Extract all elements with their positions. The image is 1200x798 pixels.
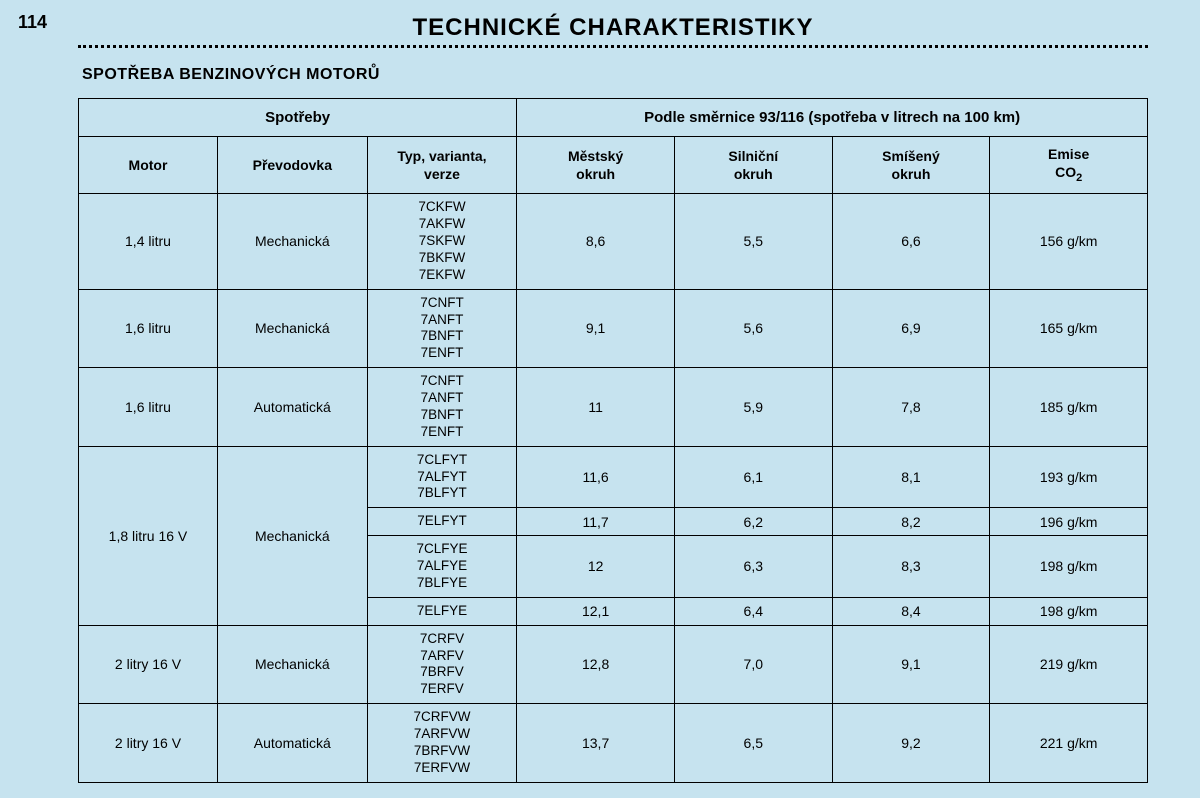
- cell-motor: 1,8 litru 16 V: [79, 446, 218, 625]
- spec-table: Spotřeby Podle směrnice 93/116 (spotřeba…: [78, 98, 1148, 783]
- table-row: 1,4 litruMechanická7CKFW7AKFW7SKFW7BKFW7…: [79, 194, 1148, 289]
- cell-motor: 2 litry 16 V: [79, 625, 218, 704]
- cell-codes: 7CRFV7ARFV7BRFV7ERFV: [367, 625, 517, 704]
- cell-codes: 7CLFYT7ALFYT7BLFYT: [367, 446, 517, 508]
- cell-city: 13,7: [517, 704, 675, 783]
- page-number: 114: [18, 12, 47, 33]
- cell-codes: 7CNFT7ANFT7BNFT7ENFT: [367, 368, 517, 447]
- table-group-header-row: Spotřeby Podle směrnice 93/116 (spotřeba…: [79, 99, 1148, 137]
- cell-mixed: 9,1: [832, 625, 990, 704]
- col-co2: Emise CO2: [990, 137, 1148, 194]
- group-header-right: Podle směrnice 93/116 (spotřeba v litrec…: [517, 99, 1148, 137]
- cell-gearbox: Automatická: [217, 368, 367, 447]
- cell-mixed: 8,3: [832, 536, 990, 598]
- cell-gearbox: Mechanická: [217, 446, 367, 625]
- cell-gearbox: Mechanická: [217, 194, 367, 289]
- cell-road: 6,4: [674, 597, 832, 625]
- col-type: Typ, varianta,verze: [367, 137, 517, 194]
- cell-mixed: 6,6: [832, 194, 990, 289]
- cell-co2: 185 g/km: [990, 368, 1148, 447]
- cell-city: 11: [517, 368, 675, 447]
- cell-mixed: 7,8: [832, 368, 990, 447]
- co2-line2a: CO: [1055, 164, 1076, 180]
- cell-city: 12,1: [517, 597, 675, 625]
- table-row: 1,8 litru 16 VMechanická7CLFYT7ALFYT7BLF…: [79, 446, 1148, 508]
- cell-codes: 7CLFYE7ALFYE7BLFYE: [367, 536, 517, 598]
- cell-gearbox: Mechanická: [217, 625, 367, 704]
- cell-road: 5,5: [674, 194, 832, 289]
- co2-line2b: 2: [1076, 172, 1082, 184]
- page-title: TECHNICKÉ CHARAKTERISTIKY: [78, 14, 1148, 42]
- cell-gearbox: Mechanická: [217, 289, 367, 368]
- cell-motor: 1,6 litru: [79, 368, 218, 447]
- cell-city: 12,8: [517, 625, 675, 704]
- cell-co2: 198 g/km: [990, 597, 1148, 625]
- cell-co2: 193 g/km: [990, 446, 1148, 508]
- cell-mixed: 8,2: [832, 508, 990, 536]
- cell-road: 5,6: [674, 289, 832, 368]
- cell-road: 6,5: [674, 704, 832, 783]
- cell-city: 9,1: [517, 289, 675, 368]
- cell-co2: 219 g/km: [990, 625, 1148, 704]
- cell-co2: 165 g/km: [990, 289, 1148, 368]
- divider: [78, 45, 1148, 48]
- col-motor: Motor: [79, 137, 218, 194]
- cell-mixed: 6,9: [832, 289, 990, 368]
- cell-city: 11,6: [517, 446, 675, 508]
- cell-city: 8,6: [517, 194, 675, 289]
- cell-mixed: 8,1: [832, 446, 990, 508]
- cell-co2: 156 g/km: [990, 194, 1148, 289]
- col-road: Silničníokruh: [674, 137, 832, 194]
- cell-co2: 221 g/km: [990, 704, 1148, 783]
- table-row: 1,6 litruAutomatická7CNFT7ANFT7BNFT7ENFT…: [79, 368, 1148, 447]
- cell-co2: 198 g/km: [990, 536, 1148, 598]
- table-column-header-row: Motor Převodovka Typ, varianta,verze Měs…: [79, 137, 1148, 194]
- group-header-left: Spotřeby: [79, 99, 517, 137]
- cell-city: 11,7: [517, 508, 675, 536]
- cell-codes: 7CNFT7ANFT7BNFT7ENFT: [367, 289, 517, 368]
- cell-road: 6,1: [674, 446, 832, 508]
- table-row: 1,6 litruMechanická7CNFT7ANFT7BNFT7ENFT9…: [79, 289, 1148, 368]
- cell-road: 5,9: [674, 368, 832, 447]
- cell-co2: 196 g/km: [990, 508, 1148, 536]
- col-gearbox: Převodovka: [217, 137, 367, 194]
- co2-line1: Emise: [1048, 146, 1089, 162]
- cell-motor: 1,6 litru: [79, 289, 218, 368]
- cell-codes: 7CKFW7AKFW7SKFW7BKFW7EKFW: [367, 194, 517, 289]
- table-row: 2 litry 16 VMechanická7CRFV7ARFV7BRFV7ER…: [79, 625, 1148, 704]
- col-mixed: Smíšenýokruh: [832, 137, 990, 194]
- cell-road: 7,0: [674, 625, 832, 704]
- cell-codes: 7CRFVW7ARFVW7BRFVW7ERFVW: [367, 704, 517, 783]
- cell-codes: 7ELFYE: [367, 597, 517, 625]
- cell-gearbox: Automatická: [217, 704, 367, 783]
- cell-codes: 7ELFYT: [367, 508, 517, 536]
- cell-motor: 1,4 litru: [79, 194, 218, 289]
- col-city: Městskýokruh: [517, 137, 675, 194]
- section-subtitle: SPOTŘEBA BENZINOVÝCH MOTORŮ: [82, 66, 1148, 84]
- cell-road: 6,3: [674, 536, 832, 598]
- cell-road: 6,2: [674, 508, 832, 536]
- cell-motor: 2 litry 16 V: [79, 704, 218, 783]
- table-row: 2 litry 16 VAutomatická7CRFVW7ARFVW7BRFV…: [79, 704, 1148, 783]
- cell-city: 12: [517, 536, 675, 598]
- cell-mixed: 8,4: [832, 597, 990, 625]
- cell-mixed: 9,2: [832, 704, 990, 783]
